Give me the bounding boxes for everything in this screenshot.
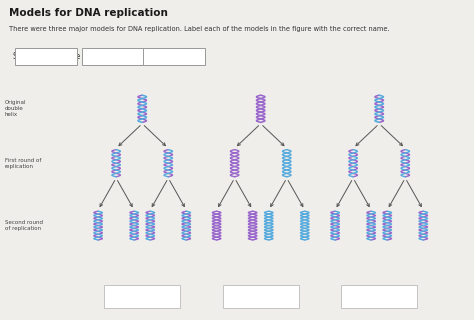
FancyBboxPatch shape [82, 48, 144, 65]
Text: First round of
replication: First round of replication [5, 158, 41, 169]
Text: Semiconservative: Semiconservative [12, 52, 80, 61]
FancyBboxPatch shape [104, 285, 180, 308]
Text: Second round
of replication: Second round of replication [5, 220, 43, 231]
FancyBboxPatch shape [15, 48, 77, 65]
FancyBboxPatch shape [341, 285, 417, 308]
Text: Dispersive: Dispersive [154, 52, 194, 61]
Text: Original
double
helix: Original double helix [5, 100, 26, 117]
FancyBboxPatch shape [143, 48, 205, 65]
Text: There were three major models for DNA replication. Label each of the models in t: There were three major models for DNA re… [9, 26, 390, 32]
Text: Conservative: Conservative [87, 52, 138, 61]
Text: Models for DNA replication: Models for DNA replication [9, 8, 168, 18]
FancyBboxPatch shape [223, 285, 299, 308]
